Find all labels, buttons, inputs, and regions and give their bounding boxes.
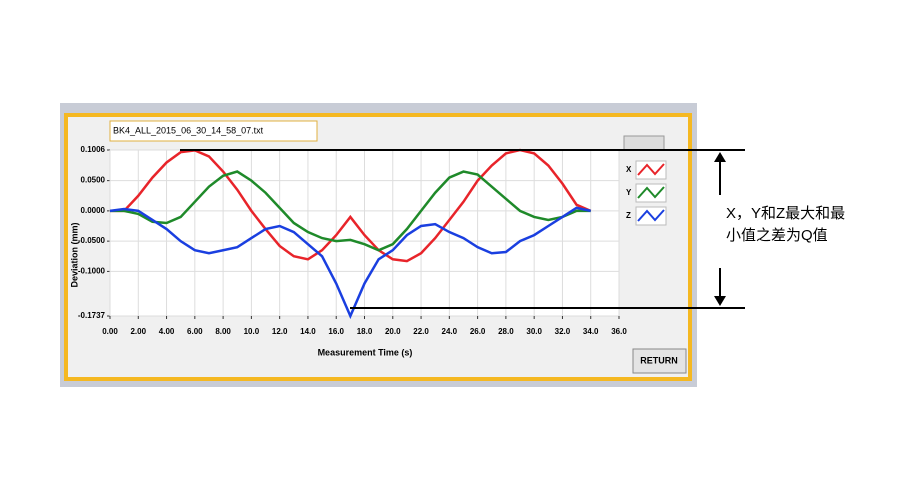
button-label[interactable]: RETURN	[640, 355, 678, 365]
series-line	[109, 206, 591, 320]
legend-swatch	[637, 209, 665, 222]
x-tick-label: 10.0	[244, 327, 260, 336]
x-tick-label: 14.0	[300, 327, 316, 336]
x-tick-label: 16.0	[328, 327, 344, 336]
arrow-head	[714, 152, 726, 162]
x-tick-label: 34.0	[583, 327, 599, 336]
x-tick-label: 32.0	[555, 327, 571, 336]
x-tick-label: 30.0	[526, 327, 542, 336]
x-tick-label: 12.0	[272, 327, 288, 336]
x-tick-label: 26.0	[470, 327, 486, 336]
plot: 0.1006 0.0500 0.0000 -0.0500 -0.1000 -0.1737 0…	[78, 145, 627, 336]
x-tick-label: 28.0	[498, 327, 514, 336]
file-box	[109, 120, 318, 142]
x-tick-label: 36.0	[611, 327, 627, 336]
legend-toolbar[interactable]	[623, 135, 665, 151]
y-tick-label: 0.0500	[81, 176, 106, 185]
x-axis-label: Measurement Time (s)	[318, 347, 413, 357]
x-tick-label: 18.0	[357, 327, 373, 336]
legend-swatch	[637, 186, 665, 199]
legend-label: X	[626, 165, 632, 174]
y-tick-label: -0.1737	[78, 311, 106, 320]
legend-label: Z	[626, 211, 631, 220]
x-tick-label: 0.00	[102, 327, 118, 336]
x-tick-label: 22.0	[413, 327, 429, 336]
x-tick-label: 4.00	[159, 327, 175, 336]
y-axis-label: Deviation (mm)	[69, 222, 79, 287]
y-tick-label: 0.0000	[81, 206, 106, 215]
arrow-head	[714, 296, 726, 306]
x-tick-label: 24.0	[442, 327, 458, 336]
annotation-line: X，Y和Z最大和最	[726, 205, 845, 222]
x-tick-label: 20.0	[385, 327, 401, 336]
legend-label: Y	[626, 188, 632, 197]
y-tick-label: 0.1006	[81, 145, 106, 154]
file-name: BK4_ALL_2015_06_30_14_58_07.txt	[113, 125, 264, 135]
series-line	[110, 170, 591, 252]
x-tick-label: 2.00	[130, 327, 146, 336]
x-tick-label: 8.00	[215, 327, 231, 336]
return-button[interactable]	[632, 348, 687, 374]
x-tick-label: 6.00	[187, 327, 203, 336]
y-tick-label: -0.1000	[78, 267, 106, 276]
y-tick-label: -0.0500	[78, 236, 106, 245]
annotation-line: 小值之差为Q值	[726, 227, 828, 244]
legend-swatch	[637, 163, 665, 176]
